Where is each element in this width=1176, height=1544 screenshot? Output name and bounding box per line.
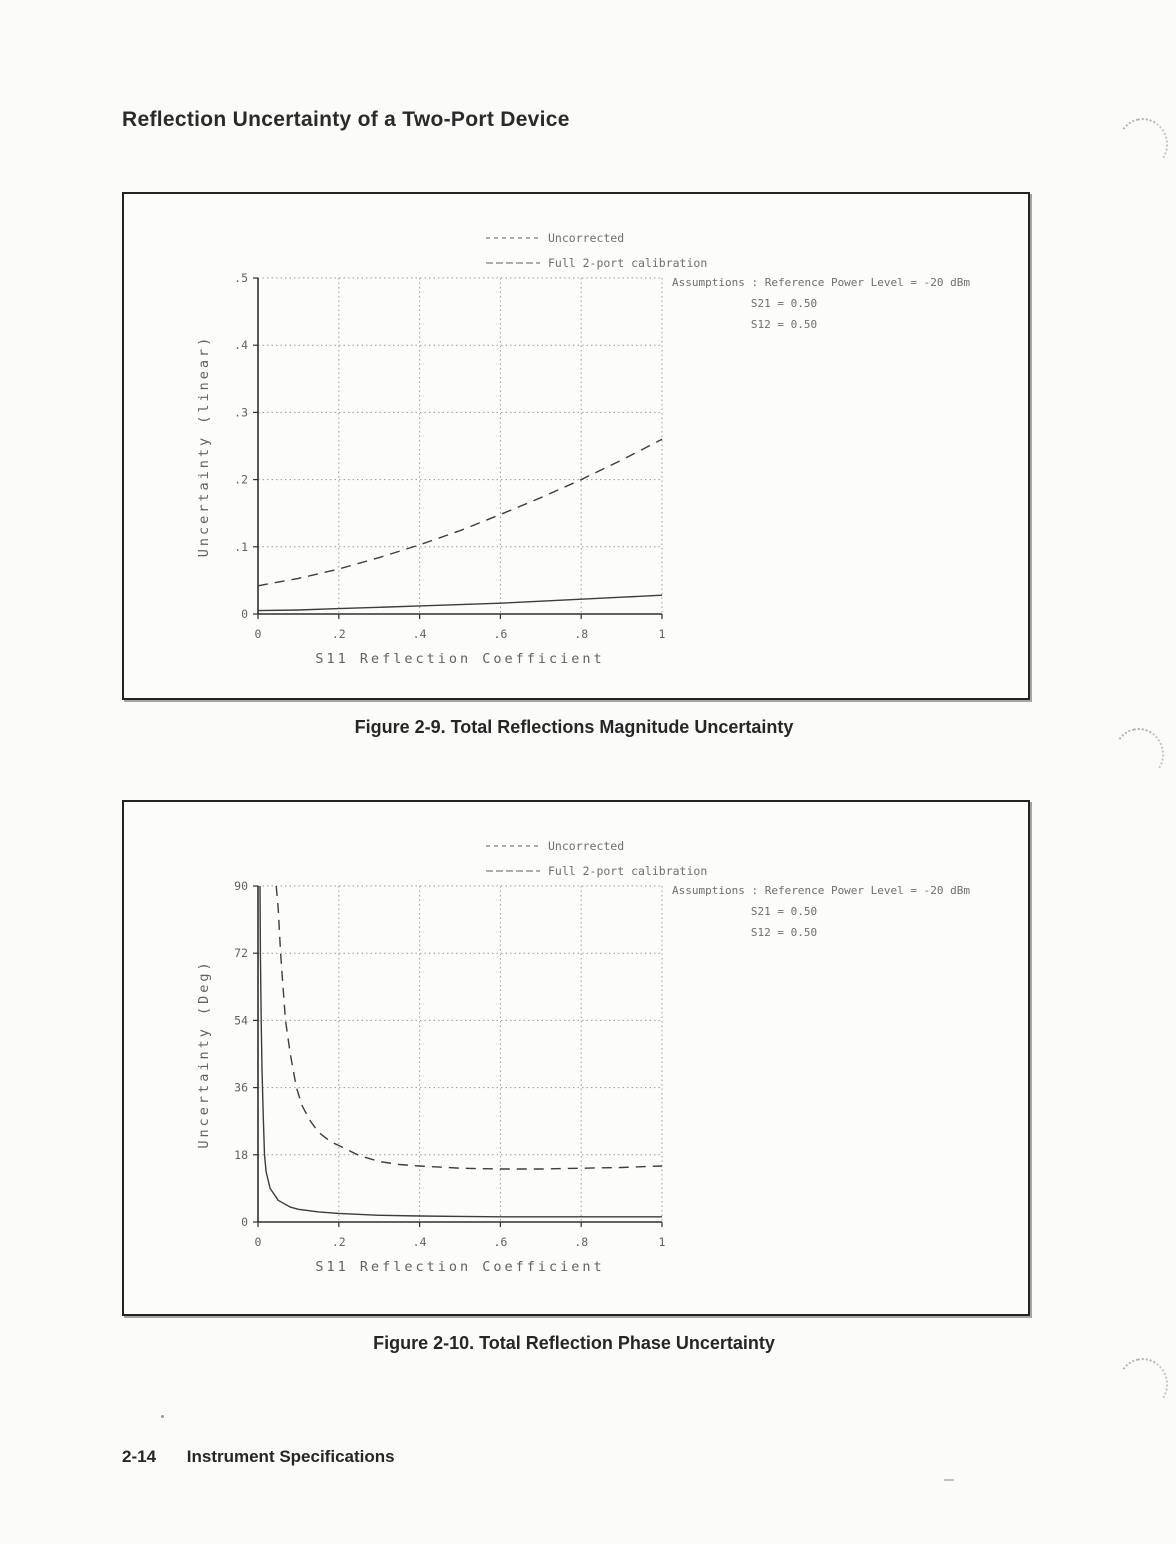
svg-text:S12 = 0.50: S12 = 0.50 <box>751 318 817 331</box>
svg-text:S11 Reflection Coefficient: S11 Reflection Coefficient <box>315 651 604 667</box>
svg-text:.8: .8 <box>574 627 588 641</box>
svg-text:.4: .4 <box>413 627 427 641</box>
svg-text:.6: .6 <box>493 627 507 641</box>
svg-text:1: 1 <box>659 627 666 641</box>
svg-text:.2: .2 <box>332 627 346 641</box>
svg-text:0: 0 <box>255 1235 262 1249</box>
figure-2-9-caption: Figure 2-9. Total Reflections Magnitude … <box>354 717 794 737</box>
figure-2-9-frame: 0 .2 .4 .6 .8 1 0 .1 .2 .3 .4 .5 S11 Reflection Coef… <box>122 192 1030 700</box>
svg-text:18: 18 <box>234 1148 248 1162</box>
reflection-magnitude-uncertainty-chart: 0 .2 .4 .6 .8 1 0 .1 .2 .3 .4 .5 S11 Reflection Coef… <box>196 231 970 667</box>
svg-text:S12 = 0.50: S12 = 0.50 <box>751 926 817 939</box>
figure-2-10-frame: 0 .2 .4 .6 .8 1 0 18 36 54 72 90 S11 Reflection Coef… <box>122 800 1030 1316</box>
page-footer: 2-14 Instrument Specifications <box>122 1447 395 1467</box>
svg-text:Uncertainty (linear): Uncertainty (linear) <box>196 335 212 558</box>
svg-text:.1: .1 <box>234 540 248 554</box>
svg-text:Uncertainty (Deg): Uncertainty (Deg) <box>196 959 212 1148</box>
svg-text:.8: .8 <box>574 1235 588 1249</box>
svg-text:S11 Reflection Coefficient: S11 Reflection Coefficient <box>315 1259 604 1275</box>
scan-speck <box>944 1479 954 1481</box>
svg-text:Assumptions : Reference Power: Assumptions : Reference Power Level = -2… <box>672 884 970 897</box>
svg-text:S21 = 0.50: S21 = 0.50 <box>751 297 817 310</box>
svg-text:72: 72 <box>234 946 248 960</box>
figure-2-10-caption: Figure 2-10. Total Reflection Phase Unce… <box>373 1333 775 1353</box>
scan-artifact-arc <box>1109 723 1169 785</box>
svg-text:Full 2-port calibration: Full 2-port calibration <box>548 864 707 878</box>
svg-text:1: 1 <box>659 1235 666 1249</box>
svg-text:S21 = 0.50: S21 = 0.50 <box>751 905 817 918</box>
scan-artifact-arc <box>1113 1353 1173 1415</box>
svg-text:.2: .2 <box>234 473 248 487</box>
svg-text:Assumptions : Reference Power: Assumptions : Reference Power Level = -2… <box>672 276 970 289</box>
svg-text:.5: .5 <box>234 271 248 285</box>
svg-text:.2: .2 <box>332 1235 346 1249</box>
svg-text:.4: .4 <box>413 1235 427 1249</box>
svg-text:0: 0 <box>241 607 248 621</box>
svg-text:36: 36 <box>234 1081 248 1095</box>
svg-text:Uncorrected: Uncorrected <box>548 231 624 245</box>
scan-speck <box>161 1415 164 1418</box>
svg-text:90: 90 <box>234 879 248 893</box>
svg-text:54: 54 <box>234 1013 248 1027</box>
svg-text:0: 0 <box>255 627 262 641</box>
svg-text:0: 0 <box>241 1215 248 1229</box>
svg-text:.3: .3 <box>234 405 248 419</box>
page-title: Reflection Uncertainty of a Two-Port Dev… <box>122 108 570 131</box>
scan-artifact-arc <box>1113 113 1173 175</box>
svg-text:Uncorrected: Uncorrected <box>548 839 624 853</box>
svg-text:.6: .6 <box>493 1235 507 1249</box>
svg-text:.4: .4 <box>234 338 248 352</box>
footer-section-title: Instrument Specifications <box>186 1447 395 1466</box>
reflection-phase-uncertainty-chart: 0 .2 .4 .6 .8 1 0 18 36 54 72 90 S11 Reflection Coef… <box>196 839 970 1275</box>
page-number: 2-14 <box>122 1447 157 1466</box>
svg-text:Full 2-port calibration: Full 2-port calibration <box>548 256 707 270</box>
